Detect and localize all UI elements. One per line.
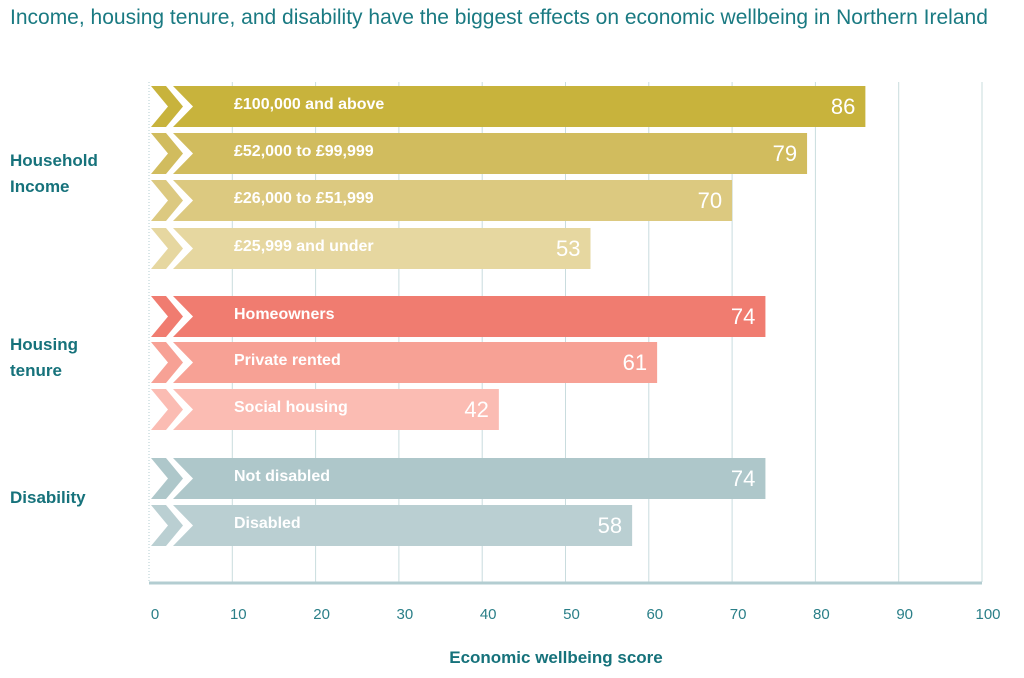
bar-value-label: 86: [831, 94, 855, 119]
bar: Private rented 61: [151, 342, 658, 383]
x-tick-label: 40: [480, 606, 497, 623]
chevron-icon: [151, 133, 183, 174]
bar-category-label: Social housing: [234, 399, 348, 416]
bar-category-label: £25,999 and under: [234, 238, 374, 255]
bar-body: [173, 228, 591, 269]
bar-body: [173, 342, 658, 383]
bar-body: [173, 296, 766, 337]
bar: £26,000 to £51,999 70: [151, 180, 733, 221]
chevron-icon: [151, 505, 183, 546]
group-label: Housing: [10, 335, 78, 354]
bar-category-label: Homeowners: [234, 306, 335, 323]
x-tick-label: 90: [896, 606, 913, 623]
x-tick-label: 0: [151, 606, 159, 623]
bar: Homeowners 74: [151, 296, 766, 337]
bar: £52,000 to £99,999 79: [151, 133, 808, 174]
bar-body: [173, 458, 766, 499]
x-tick-label: 60: [646, 606, 663, 623]
bar: £100,000 and above 86: [151, 86, 866, 127]
chevron-icon: [151, 296, 183, 337]
group-label: Disability: [10, 488, 86, 507]
bar-value-label: 74: [731, 466, 755, 491]
group-label: Household: [10, 151, 98, 170]
bar-value-label: 61: [623, 350, 647, 375]
bar-category-label: Not disabled: [234, 468, 330, 485]
bar: Social housing 42: [151, 389, 499, 430]
chevron-icon: [151, 389, 183, 430]
bar: Not disabled 74: [151, 458, 766, 499]
chevron-icon: [151, 458, 183, 499]
bar-value-label: 58: [598, 513, 622, 538]
x-axis-label: Economic wellbeing score: [449, 648, 663, 667]
bar-value-label: 70: [698, 188, 722, 213]
bar-value-label: 79: [773, 141, 797, 166]
chevron-icon: [151, 342, 183, 383]
bar: £25,999 and under 53: [151, 228, 591, 269]
bar-category-label: £52,000 to £99,999: [234, 143, 374, 160]
bar-body: [173, 133, 808, 174]
x-tick-label: 100: [975, 606, 1000, 623]
bar-value-label: 74: [731, 304, 755, 329]
chevron-icon: [151, 86, 183, 127]
bar-body: [173, 180, 733, 221]
x-tick-label: 10: [230, 606, 247, 623]
group-label: Income: [10, 177, 70, 196]
bar-body: [173, 86, 866, 127]
bar-body: [173, 505, 633, 546]
x-axis: 0 10 20 30 40 50 60 70 80 90 100: [149, 581, 1001, 623]
bar-value-label: 42: [464, 397, 488, 422]
x-tick-label: 30: [397, 606, 414, 623]
bar-category-label: £100,000 and above: [234, 96, 384, 113]
bar-value-label: 53: [556, 236, 580, 261]
x-tick-label: 20: [313, 606, 330, 623]
bar-category-label: £26,000 to £51,999: [234, 190, 374, 207]
group-labels: Household Income Housing tenure Disability: [10, 151, 98, 507]
x-tick-label: 80: [813, 606, 830, 623]
bar-category-label: Disabled: [234, 515, 301, 532]
x-tick-label: 50: [563, 606, 580, 623]
bar: Disabled 58: [151, 505, 633, 546]
bar-category-label: Private rented: [234, 352, 341, 369]
x-tick-label: 70: [730, 606, 747, 623]
chart-title: Income, housing tenure, and disability h…: [10, 6, 988, 29]
group-label: tenure: [10, 361, 62, 380]
bar-body: [173, 389, 499, 430]
chevron-icon: [151, 180, 183, 221]
bars: £100,000 and above 86 £52,000 to £99,999 79…: [151, 86, 866, 546]
chevron-icon: [151, 228, 183, 269]
